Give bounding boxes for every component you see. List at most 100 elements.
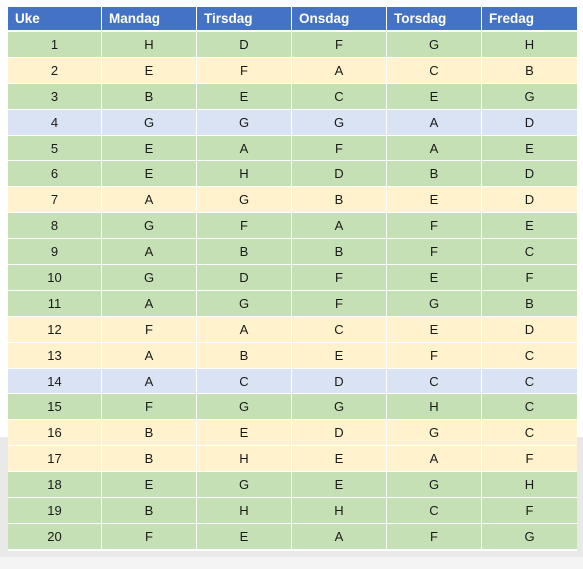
cell-wednesday: A: [292, 213, 387, 240]
cell-wednesday: H: [292, 498, 387, 524]
cell-wednesday: A: [292, 57, 387, 84]
cell-friday: C: [482, 394, 577, 421]
schedule-sheet: Uke Mandag Tirsdag Onsdag Torsdag Fredag…: [8, 7, 577, 551]
week-number-cell: 13: [8, 342, 102, 369]
cell-tuesday: C: [197, 368, 292, 395]
week-number-cell: 20: [8, 523, 102, 550]
cell-monday: F: [102, 316, 197, 343]
cell-friday: D: [482, 187, 577, 214]
column-header-friday: Fredag: [482, 7, 577, 32]
cell-monday: H: [102, 32, 197, 58]
cell-friday: C: [482, 368, 577, 395]
column-header-monday: Mandag: [102, 7, 197, 32]
cell-wednesday: D: [292, 420, 387, 447]
cell-monday: F: [102, 394, 197, 421]
cell-friday: B: [482, 290, 577, 317]
cell-wednesday: B: [292, 239, 387, 266]
cell-thursday: F: [387, 342, 482, 369]
table-row: 18 E G E G H: [8, 472, 577, 499]
cell-wednesday: F: [292, 265, 387, 291]
week-number-cell: 16: [8, 420, 102, 447]
cell-tuesday: A: [197, 135, 292, 162]
cell-tuesday: A: [197, 316, 292, 343]
week-number-cell: 12: [8, 316, 102, 343]
cell-monday: A: [102, 239, 197, 266]
cell-thursday: C: [387, 498, 482, 524]
cell-tuesday: B: [197, 239, 292, 266]
week-number-cell: 19: [8, 498, 102, 524]
cell-wednesday: E: [292, 446, 387, 473]
cell-monday: E: [102, 472, 197, 499]
cell-friday: E: [482, 135, 577, 162]
cell-wednesday: C: [292, 83, 387, 110]
cell-tuesday: D: [197, 265, 292, 291]
cell-friday: D: [482, 316, 577, 343]
week-number-cell: 7: [8, 187, 102, 214]
table-row: 15 F G G H C: [8, 394, 577, 421]
cell-tuesday: G: [197, 109, 292, 136]
cell-thursday: H: [387, 394, 482, 421]
cell-wednesday: E: [292, 342, 387, 369]
cell-wednesday: F: [292, 290, 387, 317]
header-row: Uke Mandag Tirsdag Onsdag Torsdag Fredag: [8, 7, 577, 32]
cell-monday: G: [102, 265, 197, 291]
cell-wednesday: G: [292, 394, 387, 421]
week-number-cell: 4: [8, 109, 102, 136]
schedule-table: Uke Mandag Tirsdag Onsdag Torsdag Fredag…: [8, 7, 577, 550]
cell-friday: C: [482, 420, 577, 447]
week-number-cell: 10: [8, 265, 102, 291]
cell-wednesday: E: [292, 472, 387, 499]
cell-monday: A: [102, 342, 197, 369]
cell-friday: F: [482, 265, 577, 291]
table-row: 20 F E A F G: [8, 523, 577, 550]
cell-monday: A: [102, 290, 197, 317]
cell-monday: F: [102, 523, 197, 550]
cell-thursday: F: [387, 523, 482, 550]
cell-friday: C: [482, 239, 577, 266]
cell-tuesday: G: [197, 472, 292, 499]
cell-monday: A: [102, 368, 197, 395]
cell-wednesday: D: [292, 368, 387, 395]
column-header-wednesday: Onsdag: [292, 7, 387, 32]
cell-tuesday: H: [197, 498, 292, 524]
cell-wednesday: D: [292, 161, 387, 188]
cell-tuesday: G: [197, 290, 292, 317]
week-number-cell: 11: [8, 290, 102, 317]
cell-wednesday: F: [292, 32, 387, 58]
cell-tuesday: E: [197, 83, 292, 110]
cell-thursday: C: [387, 57, 482, 84]
week-number-cell: 14: [8, 368, 102, 395]
cell-wednesday: C: [292, 316, 387, 343]
cell-tuesday: H: [197, 161, 292, 188]
cell-friday: E: [482, 213, 577, 240]
cell-friday: B: [482, 57, 577, 84]
cell-thursday: F: [387, 213, 482, 240]
week-number-cell: 2: [8, 57, 102, 84]
cell-friday: D: [482, 161, 577, 188]
cell-thursday: C: [387, 368, 482, 395]
cell-friday: C: [482, 342, 577, 369]
cell-wednesday: F: [292, 135, 387, 162]
cell-monday: G: [102, 109, 197, 136]
column-header-week: Uke: [8, 7, 102, 32]
cell-thursday: G: [387, 32, 482, 58]
cell-thursday: B: [387, 161, 482, 188]
cell-monday: B: [102, 446, 197, 473]
page-backdrop-base: [0, 557, 583, 569]
cell-tuesday: D: [197, 32, 292, 58]
cell-tuesday: F: [197, 213, 292, 240]
cell-friday: H: [482, 472, 577, 499]
week-number-cell: 6: [8, 161, 102, 188]
week-number-cell: 8: [8, 213, 102, 240]
cell-thursday: E: [387, 187, 482, 214]
cell-thursday: A: [387, 446, 482, 473]
cell-wednesday: G: [292, 109, 387, 136]
